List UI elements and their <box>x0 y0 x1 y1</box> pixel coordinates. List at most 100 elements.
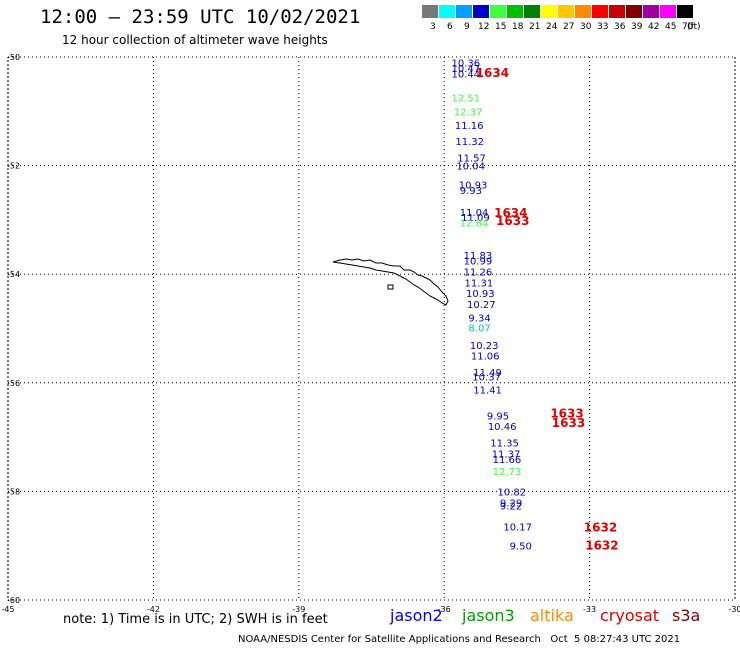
wave-height-label: 11.35 <box>490 439 519 450</box>
legend-swatch-42 <box>642 5 659 18</box>
south-georgia-coastline <box>332 258 449 306</box>
lon-tick-label: -30 <box>728 605 740 614</box>
satellite-jason2: jason2 <box>390 606 443 625</box>
pass-time-label: 1633 <box>552 416 585 430</box>
wave-height-label: 11.04 <box>460 208 489 219</box>
legend-label-12: 12 <box>478 22 490 32</box>
legend-swatch-36 <box>608 5 625 18</box>
legend-swatch-27 <box>557 5 574 18</box>
legend-swatch-3 <box>421 5 438 18</box>
legend-swatch-18 <box>506 5 523 18</box>
lon-tick-label: -33 <box>583 605 596 614</box>
wave-height-label: 9.93 <box>460 186 482 197</box>
legend-swatch-12 <box>472 5 489 18</box>
wave-height-label: 8.07 <box>468 323 490 334</box>
lon-tick-label: -42 <box>147 605 160 614</box>
map-grid <box>7 56 736 601</box>
wave-height-label: 10.82 <box>498 487 527 498</box>
legend-label-70: 70 <box>682 22 694 32</box>
wave-height-label: 9.29 <box>500 498 522 509</box>
satellite-s3a: s3a <box>672 606 701 625</box>
legend-swatch-33 <box>591 5 608 18</box>
lat-tick-label: -58 <box>7 487 20 496</box>
legend-label-45: 45 <box>665 22 677 32</box>
legend-swatch-45 <box>659 5 676 18</box>
lon-tick-label: -36 <box>438 605 451 614</box>
wave-height-label: 10.23 <box>470 341 499 352</box>
wave-height-label: 11.06 <box>471 352 500 363</box>
lat-tick-label: -50 <box>7 53 20 62</box>
wave-height-label: 12.73 <box>493 467 522 478</box>
wave-height-label: 10.46 <box>488 422 517 433</box>
pass-time-label: 1633 <box>550 407 583 421</box>
wave-height-label: 11.83 <box>464 251 493 262</box>
pass-time-label: 1633 <box>496 214 529 228</box>
wave-height-label: 9.34 <box>468 314 490 325</box>
lat-tick-label: -60 <box>7 596 20 605</box>
legend-swatch-15 <box>489 5 506 18</box>
wave-height-label: 10.36 <box>451 58 480 69</box>
pass-time-label: 1634 <box>494 206 527 220</box>
lat-tick-label: -52 <box>7 162 20 171</box>
legend-swatch-21 <box>523 5 540 18</box>
wave-height-label: 11.16 <box>455 121 484 132</box>
legend-label-24: 24 <box>546 22 558 32</box>
legend-label-39: 39 <box>631 22 643 32</box>
wave-height-label: 10.17 <box>503 523 532 534</box>
coastline-islet <box>387 284 394 290</box>
wave-height-label: 10.93 <box>466 289 495 300</box>
legend-label-15: 15 <box>495 22 507 32</box>
legend-label-30: 30 <box>580 22 592 32</box>
satellite-altika: altika <box>530 606 574 625</box>
credit-line: NOAA/NESDIS Center for Satellite Applica… <box>238 634 681 645</box>
page-title: 12:00 — 23:59 UTC 10/02/2021 <box>40 6 361 28</box>
legend-swatch-39 <box>625 5 642 18</box>
legend-label-6: 6 <box>447 22 453 32</box>
wave-height-label: 10.04 <box>456 162 485 173</box>
legend-label-27: 27 <box>563 22 575 32</box>
legend-label-42: 42 <box>648 22 660 32</box>
legend-label-36: 36 <box>614 22 626 32</box>
wave-height-label: 12.51 <box>451 94 480 105</box>
pass-time-label: 1634 <box>476 66 509 80</box>
page-subtitle: 12 hour collection of altimeter wave hei… <box>62 33 328 47</box>
wave-height-label: 11.31 <box>465 278 494 289</box>
legend-label-18: 18 <box>512 22 524 32</box>
wave-height-label: 10.93 <box>459 181 488 192</box>
wave-height-label: 9.95 <box>487 411 509 422</box>
wave-height-label: 12.84 <box>460 219 489 230</box>
legend-swatch-70 <box>676 5 693 18</box>
lat-tick-label: -54 <box>7 270 20 279</box>
wave-height-label: 10.27 <box>467 300 496 311</box>
wave-height-label: 11.26 <box>464 267 493 278</box>
satellite-cryosat: cryosat <box>600 606 660 625</box>
legend-swatch-6 <box>438 5 455 18</box>
lon-tick-label: -45 <box>1 605 14 614</box>
wave-height-label: 9.50 <box>510 542 532 553</box>
axis-tick-labels: -45 -42 -39 -36 -33 -30 -50 -52 -54 -56 -58 -60 <box>1 53 740 614</box>
wave-height-label: 10.47 <box>451 64 480 75</box>
legend-label-33: 33 <box>597 22 609 32</box>
legend-label-21: 21 <box>529 22 541 32</box>
legend-swatch-30 <box>574 5 591 18</box>
wave-height-label: 11.66 <box>493 455 522 466</box>
coastline-main <box>332 258 449 306</box>
wave-height-label: 11.41 <box>473 385 502 396</box>
wave-height-label: 12.37 <box>454 107 483 118</box>
pass-time-label: 1632 <box>584 521 617 535</box>
wave-height-label: 11.32 <box>455 137 484 148</box>
legend-label-3: 3 <box>430 22 436 32</box>
legend-unit: (ft) <box>687 22 701 32</box>
satellite-jason3: jason3 <box>462 606 515 625</box>
legend-label-9: 9 <box>464 22 470 32</box>
legend-swatch-9 <box>455 5 472 18</box>
wave-height-label: 10.99 <box>464 257 493 268</box>
lon-tick-label: -39 <box>292 605 305 614</box>
wave-height-label: 10.37 <box>472 372 501 383</box>
map-frame <box>7 56 736 601</box>
lat-tick-label: -56 <box>7 379 20 388</box>
wave-height-label: 11.37 <box>492 449 521 460</box>
